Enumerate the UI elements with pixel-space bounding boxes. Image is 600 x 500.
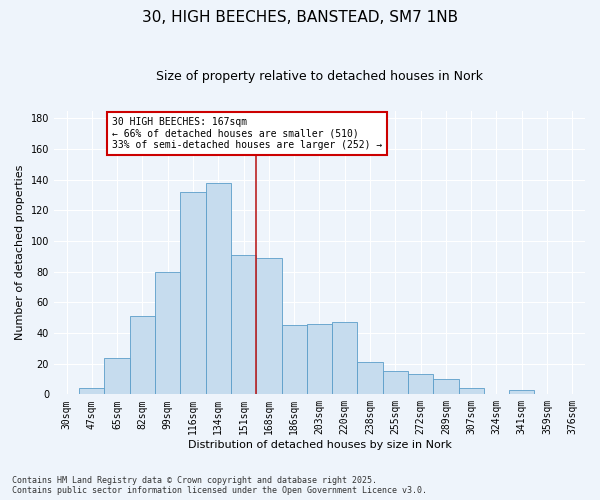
X-axis label: Distribution of detached houses by size in Nork: Distribution of detached houses by size … xyxy=(188,440,451,450)
Bar xyxy=(181,192,206,394)
Bar xyxy=(281,326,307,394)
Bar xyxy=(358,362,383,394)
Bar xyxy=(231,254,256,394)
Title: Size of property relative to detached houses in Nork: Size of property relative to detached ho… xyxy=(156,70,483,83)
Bar xyxy=(332,322,358,394)
Bar xyxy=(433,379,458,394)
Bar xyxy=(458,388,484,394)
Bar xyxy=(130,316,155,394)
Bar xyxy=(509,390,535,394)
Y-axis label: Number of detached properties: Number of detached properties xyxy=(15,165,25,340)
Bar xyxy=(256,258,281,394)
Text: 30, HIGH BEECHES, BANSTEAD, SM7 1NB: 30, HIGH BEECHES, BANSTEAD, SM7 1NB xyxy=(142,10,458,25)
Bar xyxy=(383,372,408,394)
Bar xyxy=(206,182,231,394)
Bar xyxy=(104,358,130,395)
Text: 30 HIGH BEECHES: 167sqm
← 66% of detached houses are smaller (510)
33% of semi-d: 30 HIGH BEECHES: 167sqm ← 66% of detache… xyxy=(112,116,382,150)
Text: Contains HM Land Registry data © Crown copyright and database right 2025.
Contai: Contains HM Land Registry data © Crown c… xyxy=(12,476,427,495)
Bar xyxy=(307,324,332,394)
Bar xyxy=(155,272,181,394)
Bar xyxy=(79,388,104,394)
Bar xyxy=(408,374,433,394)
